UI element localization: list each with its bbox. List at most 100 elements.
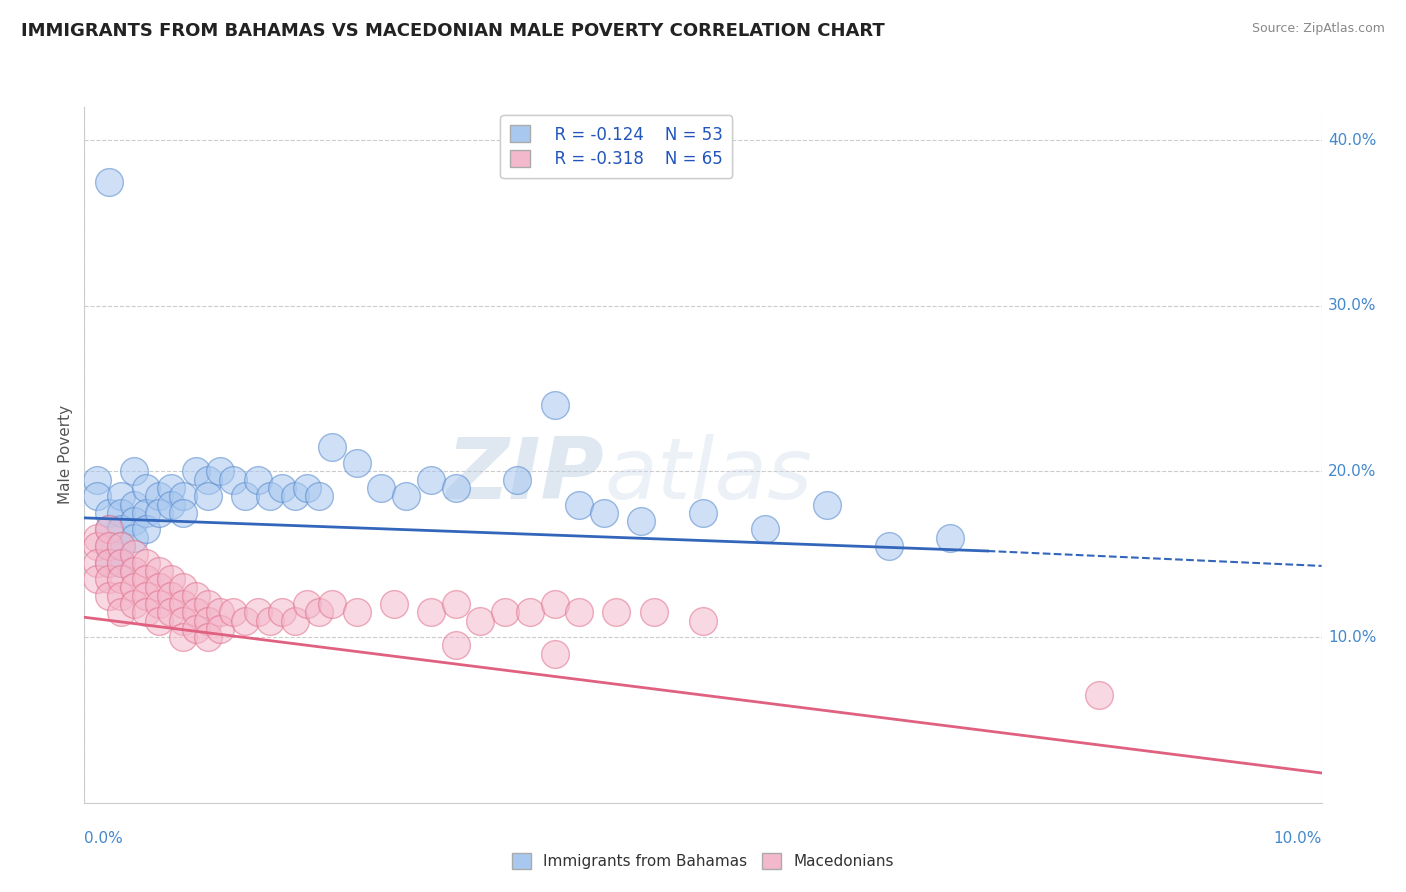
Point	[172, 506, 194, 520]
Point	[939, 531, 962, 545]
Point	[122, 564, 145, 578]
Point	[110, 556, 132, 570]
Point	[284, 614, 307, 628]
Point	[444, 639, 467, 653]
Point	[284, 489, 307, 503]
Point	[148, 489, 170, 503]
Point	[86, 539, 108, 553]
Point	[295, 481, 318, 495]
Text: atlas: atlas	[605, 434, 813, 517]
Point	[110, 539, 132, 553]
Point	[184, 605, 207, 619]
Point	[98, 589, 121, 603]
Point	[135, 481, 157, 495]
Point	[110, 572, 132, 586]
Point	[172, 581, 194, 595]
Point	[86, 531, 108, 545]
Point	[122, 498, 145, 512]
Point	[110, 589, 132, 603]
Text: IMMIGRANTS FROM BAHAMAS VS MACEDONIAN MALE POVERTY CORRELATION CHART: IMMIGRANTS FROM BAHAMAS VS MACEDONIAN MA…	[21, 22, 884, 40]
Point	[568, 498, 591, 512]
Point	[172, 489, 194, 503]
Point	[135, 556, 157, 570]
Point	[233, 614, 256, 628]
Point	[148, 581, 170, 595]
Y-axis label: Male Poverty: Male Poverty	[58, 405, 73, 505]
Point	[568, 605, 591, 619]
Point	[122, 547, 145, 561]
Point	[135, 506, 157, 520]
Point	[122, 581, 145, 595]
Point	[148, 597, 170, 611]
Point	[246, 605, 269, 619]
Point	[321, 597, 343, 611]
Point	[160, 589, 183, 603]
Point	[98, 572, 121, 586]
Point	[135, 589, 157, 603]
Point	[148, 564, 170, 578]
Text: 20.0%: 20.0%	[1327, 464, 1376, 479]
Point	[1088, 688, 1111, 702]
Point	[110, 556, 132, 570]
Point	[593, 506, 616, 520]
Point	[172, 597, 194, 611]
Point	[160, 605, 183, 619]
Point	[259, 489, 281, 503]
Legend:   R = -0.124    N = 53,   R = -0.318    N = 65: R = -0.124 N = 53, R = -0.318 N = 65	[501, 115, 733, 178]
Point	[184, 589, 207, 603]
Point	[197, 597, 219, 611]
Point	[308, 605, 330, 619]
Point	[184, 622, 207, 636]
Point	[815, 498, 838, 512]
Text: 30.0%: 30.0%	[1327, 298, 1376, 313]
Point	[877, 539, 900, 553]
Point	[382, 597, 405, 611]
Point	[122, 597, 145, 611]
Point	[110, 605, 132, 619]
Point	[172, 630, 194, 644]
Point	[494, 605, 516, 619]
Point	[110, 523, 132, 537]
Point	[110, 539, 132, 553]
Point	[754, 523, 776, 537]
Point	[98, 539, 121, 553]
Point	[197, 473, 219, 487]
Point	[692, 614, 714, 628]
Point	[209, 622, 232, 636]
Point	[98, 556, 121, 570]
Point	[86, 473, 108, 487]
Point	[692, 506, 714, 520]
Point	[470, 614, 492, 628]
Text: Source: ZipAtlas.com: Source: ZipAtlas.com	[1251, 22, 1385, 36]
Point	[209, 465, 232, 479]
Text: ZIP: ZIP	[446, 434, 605, 517]
Point	[86, 572, 108, 586]
Point	[444, 481, 467, 495]
Point	[135, 523, 157, 537]
Point	[98, 506, 121, 520]
Point	[543, 647, 565, 661]
Point	[197, 630, 219, 644]
Point	[222, 473, 245, 487]
Point	[98, 523, 121, 537]
Text: 0.0%: 0.0%	[84, 830, 124, 846]
Point	[321, 440, 343, 454]
Point	[148, 506, 170, 520]
Point	[172, 614, 194, 628]
Point	[209, 605, 232, 619]
Point	[222, 605, 245, 619]
Point	[98, 523, 121, 537]
Point	[519, 605, 541, 619]
Point	[271, 605, 294, 619]
Legend: Immigrants from Bahamas, Macedonians: Immigrants from Bahamas, Macedonians	[506, 847, 900, 875]
Point	[86, 556, 108, 570]
Point	[419, 605, 441, 619]
Point	[160, 481, 183, 495]
Point	[543, 597, 565, 611]
Point	[346, 456, 368, 470]
Point	[148, 614, 170, 628]
Text: 10.0%: 10.0%	[1327, 630, 1376, 645]
Point	[135, 572, 157, 586]
Point	[643, 605, 665, 619]
Point	[246, 473, 269, 487]
